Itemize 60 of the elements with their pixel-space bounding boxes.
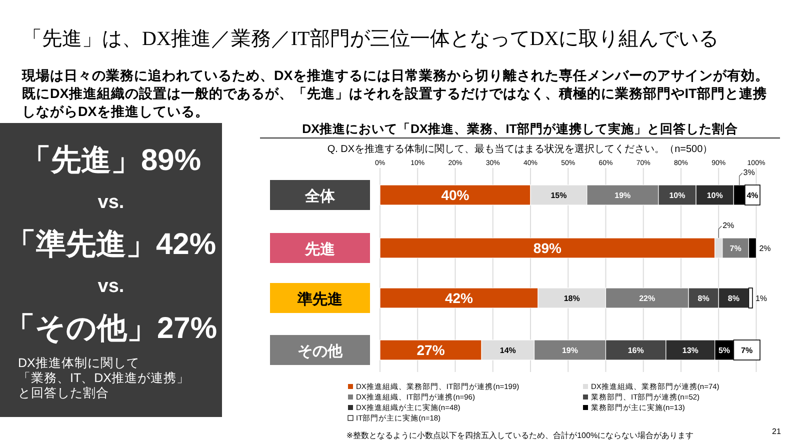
data-label: 22% [639,294,656,303]
data-label: 8% [728,294,740,303]
bar: 13% [666,340,716,360]
data-label: 7% [741,346,753,355]
data-label: 16% [628,346,644,355]
bar: 5% [714,340,734,360]
bar: 10% [696,184,734,206]
data-label: 14% [500,346,516,355]
side-panel: 「先進」89% vs. 「準先進」42% vs. 「その他」27% DX推進体制に関して「業務、IT、DX推進が連携」と回答した割合 [0,123,222,417]
data-label: 8% [698,294,710,303]
bar: 40% [380,184,531,206]
data-label: 40% [441,187,470,203]
bar: 15% [530,184,588,206]
bar: 7% [733,340,760,360]
bar: 22% [605,288,689,308]
bar: 19% [586,184,659,206]
data-label: 4% [746,191,758,200]
bar: 7% [722,238,750,258]
y-tick-label: その他 [298,343,344,360]
bar: 89% [380,238,716,258]
bar: 8% [688,288,719,308]
data-label: 1% [755,294,768,303]
y-tick-label: 準先進 [296,291,344,308]
bar: 2% [748,238,771,258]
bar [748,288,753,308]
bar [733,184,746,206]
bar: 19% [534,340,606,360]
data-label: 19% [562,346,578,355]
data-label: 15% [550,191,567,200]
text: Q. DXを推進する体制に関して、最も当てはまる状況を選択してください。（n=500） [327,143,713,155]
bar: 1% [748,288,768,308]
data-label: 2% [759,244,771,253]
data-label: 10% [669,191,686,200]
bar: 14% [481,340,535,360]
data-label: 2% [722,221,734,230]
chart-title: 「先進」は、DX推進／業務／IT部門が三位一体となってDXに取り組んでいる [22,28,719,50]
data-label: 89% [533,240,562,256]
bar [748,238,757,258]
bar: 8% [718,288,750,308]
bar: 27% [380,340,482,360]
data-label: 10% [706,191,723,200]
data-label: 13% [682,346,698,355]
data-label: 42% [444,290,474,306]
bar: 4% [744,184,760,206]
data-label: 18% [564,294,580,303]
bar: 16% [605,340,666,360]
bar: 10% [658,184,696,206]
data-label: 5% [718,346,730,355]
data-label: 19% [614,191,631,200]
y-tick-label: 先進 [304,241,336,258]
chart-subtitle: 現場は日々の業務に追われているため、DXを推進するには日常業務から切り離された専任メンバーのアサインが有効。既にDX推進組織の設置は一般的であるが、「先進」はそれを設置するだけではなく、積極的に業務部門やIT部門と連携しながらDXを推進している。 [21,68,769,119]
data-label: 3% [743,168,755,177]
text: DX推進において「DX推進、業務、IT部門が連携して実施」と回答した割合 [302,121,738,136]
y-tick-label: 全体 [304,188,336,205]
data-label: 27% [416,342,446,358]
text: ※整数となるように小数点以下を四捨五入しているため、合計が100%にならない場合があります [346,431,694,440]
text: 21 [772,427,782,436]
bar: 42% [380,288,538,308]
data-label: 7% [730,244,742,253]
bar: 18% [538,288,606,308]
